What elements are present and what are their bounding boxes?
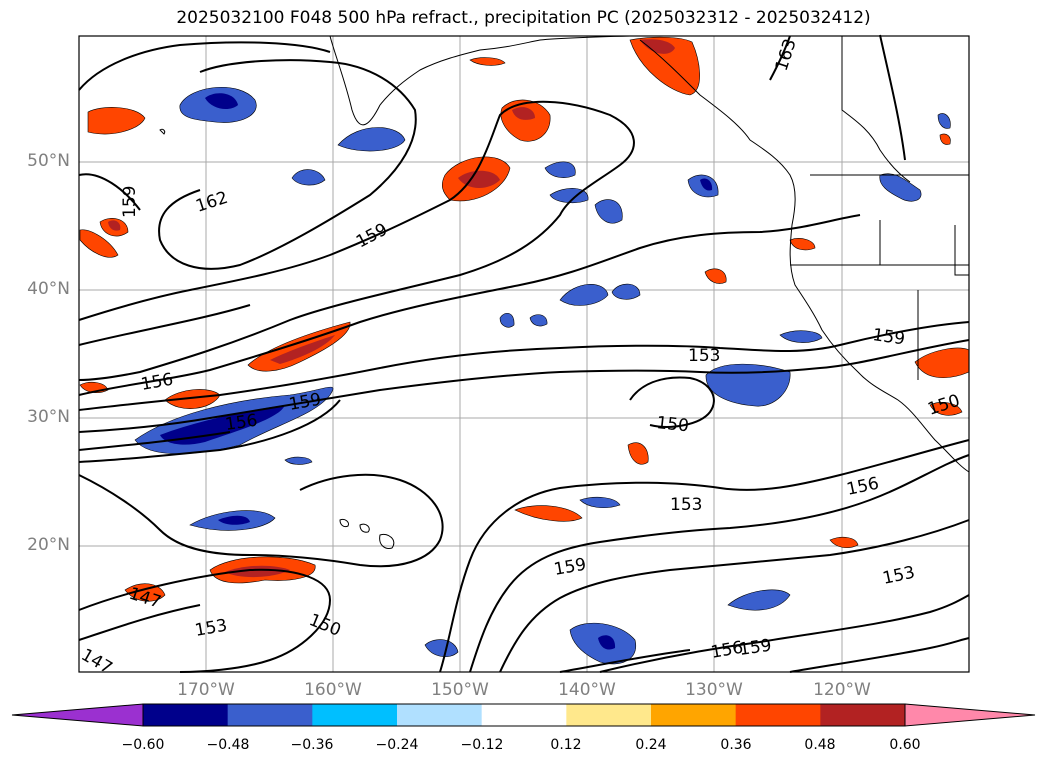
map-panel: 162 159 159 156 156 159 153 150 153 156 … bbox=[78, 34, 970, 679]
contour-lines bbox=[78, 34, 970, 673]
colorbar-tick-label: −0.12 bbox=[460, 737, 504, 753]
colorbar-segment bbox=[566, 704, 652, 726]
lon-label: 130°W bbox=[685, 680, 743, 700]
colorbar-tick-label: −0.60 bbox=[121, 737, 165, 753]
lon-label: 140°W bbox=[558, 680, 616, 700]
colorbar-extend-max bbox=[904, 703, 1036, 727]
contour-label: 159 bbox=[871, 325, 906, 349]
colorbar-segment bbox=[312, 704, 398, 726]
colorbar-extend-min bbox=[11, 703, 144, 727]
negative-precip-areas bbox=[134, 87, 951, 665]
colorbar-segment bbox=[735, 704, 821, 726]
map-title: 2025032100 F048 500 hPa refract., precip… bbox=[176, 8, 871, 28]
map-area: 162 159 159 156 156 159 153 150 153 156 … bbox=[78, 34, 970, 679]
lat-label: 20°N bbox=[27, 535, 70, 555]
colorbar-outline bbox=[142, 703, 906, 727]
contour-label: 159 bbox=[738, 636, 773, 660]
map-frame bbox=[78, 35, 970, 673]
colorbar-tick-label: −0.24 bbox=[375, 737, 419, 753]
lon-label: 160°W bbox=[304, 680, 362, 700]
colorbar-tick-label: 0.36 bbox=[720, 737, 752, 753]
colorbar-tick-label: 0.60 bbox=[889, 737, 921, 753]
colorbar-tick-label: 0.24 bbox=[635, 737, 667, 753]
colorbar-segment bbox=[397, 704, 483, 726]
colorbar-tick-label: −0.36 bbox=[290, 737, 334, 753]
contour-label: 153 bbox=[670, 495, 702, 515]
contour-label: 153 bbox=[688, 346, 720, 366]
colorbar-tick-label: −0.48 bbox=[206, 737, 250, 753]
contour-label: 159 bbox=[120, 186, 140, 218]
colorbar-segment bbox=[481, 704, 567, 726]
lat-label: 50°N bbox=[27, 151, 70, 171]
colorbar-segment bbox=[820, 704, 906, 726]
colorbar-segment bbox=[651, 704, 737, 726]
colorbar-tick-label: 0.48 bbox=[804, 737, 836, 753]
lon-label: 170°W bbox=[177, 680, 235, 700]
lon-label: 150°W bbox=[431, 680, 489, 700]
colorbar-segment bbox=[227, 704, 313, 726]
lon-label: 120°W bbox=[813, 680, 871, 700]
colorbar-segment bbox=[143, 704, 229, 726]
contour-label: 150 bbox=[655, 413, 689, 436]
colorbar-segments bbox=[11, 703, 1036, 727]
coastlines bbox=[159, 35, 970, 549]
lat-label: 40°N bbox=[27, 279, 70, 299]
contour-label: 156 bbox=[224, 411, 259, 435]
lat-label: 30°N bbox=[27, 407, 70, 427]
colorbar-tick-label: 0.12 bbox=[550, 737, 582, 753]
